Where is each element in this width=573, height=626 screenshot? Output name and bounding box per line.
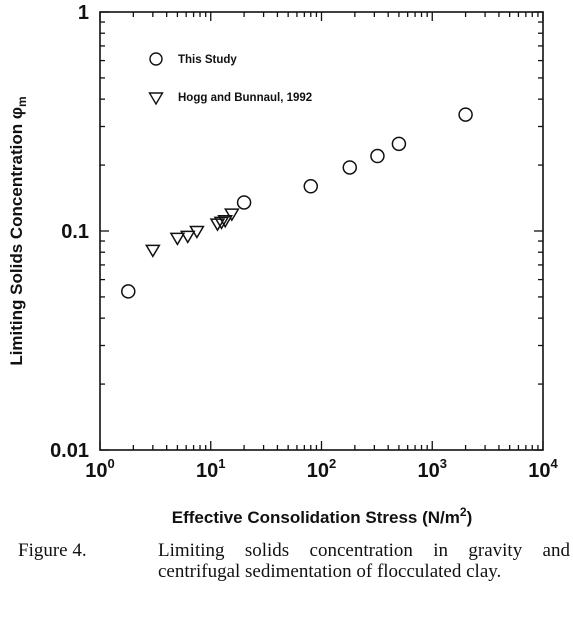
x-tick-label: 103 (418, 456, 447, 482)
data-point-triangle (179, 230, 196, 244)
legend-label-hogg-bunnaul: Hogg and Bunnaul, 1992 (178, 92, 312, 104)
axis-ticks (99, 11, 544, 451)
y-tick-label: 0.1 (61, 221, 89, 243)
data-point-circle (458, 107, 473, 122)
plot-frame (99, 11, 544, 451)
legend-marker-triangle (148, 92, 164, 106)
y-tick-label: 1 (78, 2, 89, 24)
x-tick-label: 102 (307, 456, 336, 482)
x-axis-title: Effective Consolidation Stress (N/m2) (172, 505, 472, 527)
legend-marker-circle (149, 52, 163, 66)
y-tick-label: 0.01 (50, 440, 89, 462)
legend: This Study Hogg and Bunnaul, 1992 (148, 52, 312, 106)
caption-label: Figure 4. (18, 540, 87, 561)
data-point-triangle (217, 214, 233, 229)
data-point-circle (303, 179, 319, 194)
legend-label-this-study: This Study (178, 54, 237, 66)
caption-text: Limiting solids concentration in gravity… (158, 540, 570, 582)
data-point-triangle (213, 216, 230, 230)
tick-labels: 100 101 102 103 104 1 0.1 0.01 (50, 2, 558, 482)
x-tick-label: 104 (528, 456, 558, 482)
data-point-triangle (209, 218, 226, 232)
data-point-circle (342, 160, 358, 175)
x-tick-label: 100 (85, 456, 114, 482)
x-tick-label: 101 (196, 456, 225, 482)
data-point-triangle (189, 225, 205, 239)
data-point-circle (391, 136, 407, 152)
data-points (121, 107, 473, 299)
data-point-triangle (145, 244, 161, 258)
scatter-chart: 100 101 102 103 104 1 0.1 0.01 This Study Hogg … (7, 2, 559, 527)
data-point-triangle (224, 208, 240, 222)
data-point-circle (121, 284, 136, 299)
data-point-triangle (169, 232, 186, 246)
y-axis-title: Limiting Solids Concentration φm (7, 96, 29, 365)
data-point-circle (236, 195, 252, 210)
data-point-circle (370, 148, 385, 164)
